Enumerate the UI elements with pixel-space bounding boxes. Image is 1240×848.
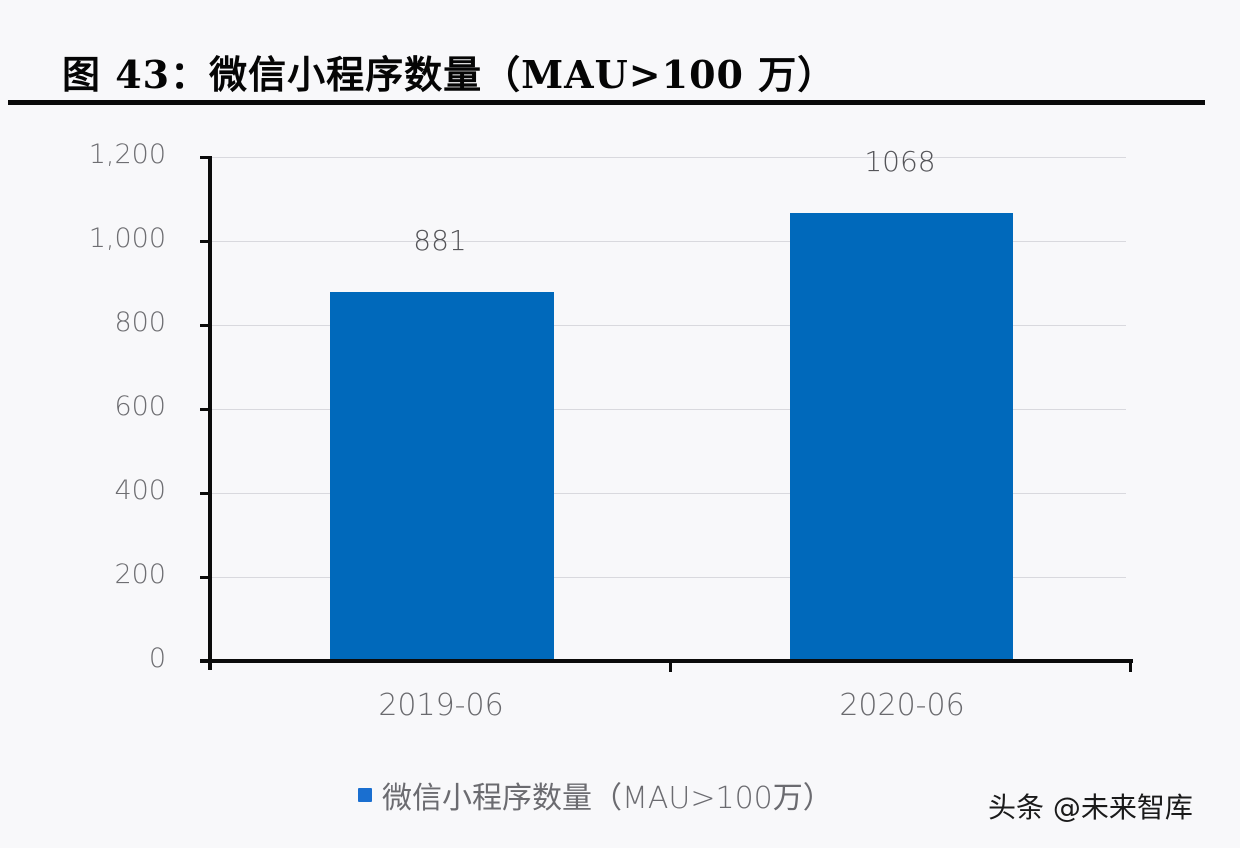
- y-tick-mark: [200, 324, 210, 327]
- gridline-1000: [212, 241, 1126, 242]
- watermark: 头条 @未来智库: [988, 791, 1193, 824]
- x-axis-line: [200, 659, 1133, 663]
- title-underline: [8, 100, 1205, 105]
- y-tick-mark: [200, 492, 210, 495]
- gridline-600: [212, 409, 1126, 410]
- bar-2019-06: [330, 292, 554, 661]
- gridline-200: [212, 577, 1126, 578]
- y-tick-label: 800: [114, 307, 166, 338]
- gridline-400: [212, 493, 1126, 494]
- y-tick-label: 200: [114, 559, 166, 590]
- chart-legend: 微信小程序数量（MAU>100万）: [358, 773, 833, 817]
- y-tick-mark: [200, 576, 210, 579]
- x-tick-mark: [669, 661, 672, 672]
- y-tick-mark: [200, 240, 210, 243]
- y-axis-line: [208, 156, 212, 670]
- bar-value-label: 881: [413, 224, 467, 257]
- y-tick-mark: [200, 156, 210, 159]
- gridline-800: [212, 325, 1126, 326]
- x-tick-label: 2019-06: [378, 688, 504, 723]
- figure-title: 图 43：微信小程序数量（MAU>100 万）: [62, 52, 837, 97]
- legend-swatch-icon: [358, 788, 372, 802]
- y-tick-label: 0: [148, 643, 166, 674]
- y-tick-label: 400: [114, 475, 166, 506]
- x-tick-label: 2020-06: [839, 688, 965, 723]
- y-tick-mark: [200, 408, 210, 411]
- bar-value-label: 1068: [864, 145, 936, 178]
- y-tick-label: 1,000: [88, 223, 166, 254]
- gridline-1200: [212, 157, 1126, 158]
- legend-label: 微信小程序数量（MAU>100万）: [382, 781, 833, 816]
- x-tick-mark: [1129, 661, 1132, 672]
- y-tick-label: 600: [114, 391, 166, 422]
- y-tick-label: 1,200: [88, 139, 166, 170]
- bar-2020-06: [790, 213, 1013, 661]
